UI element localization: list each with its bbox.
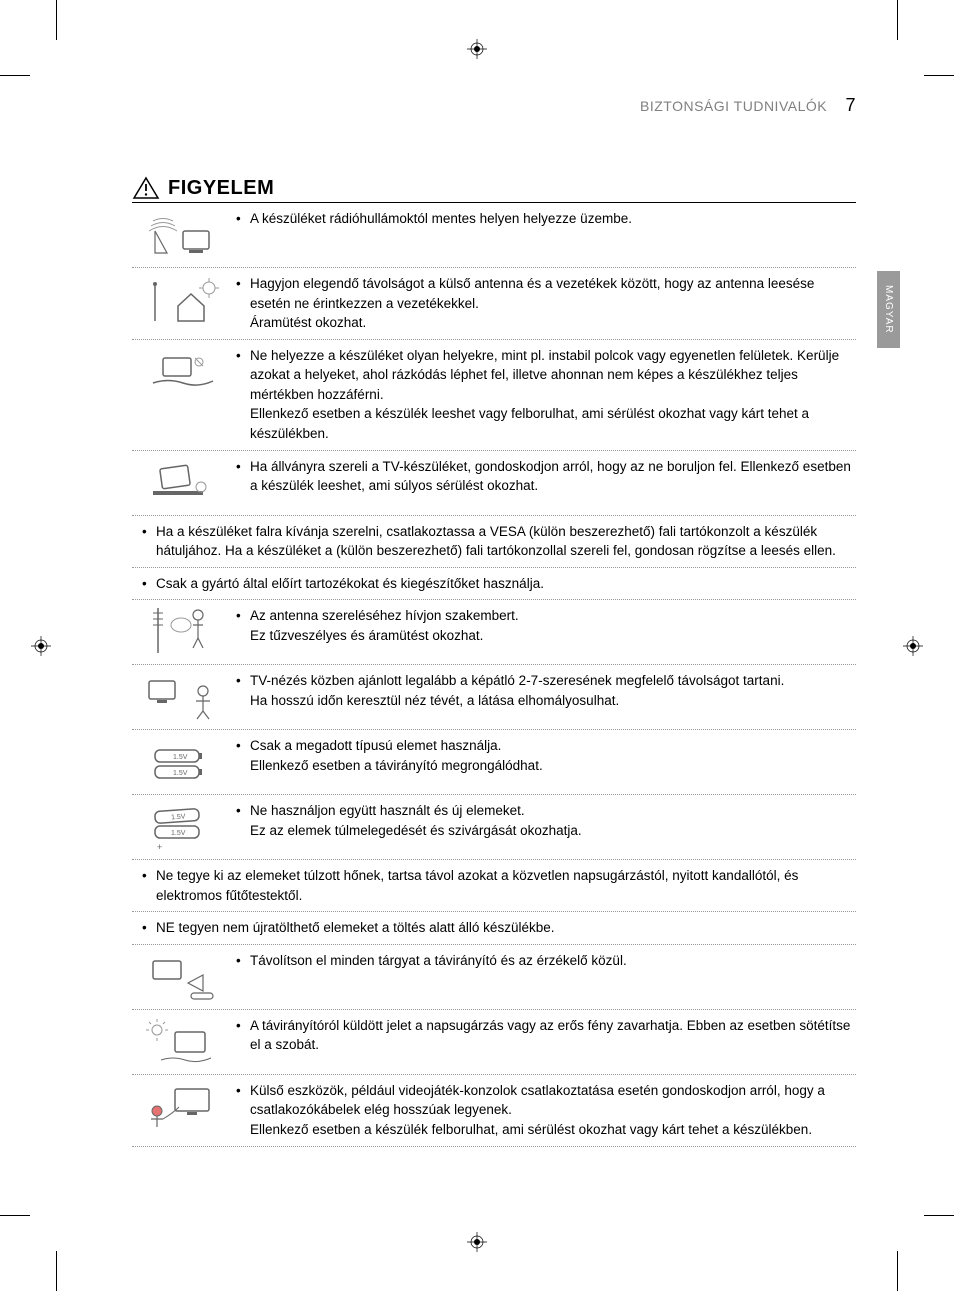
safety-row: A készüléket rádióhullámoktól mentes hel… (132, 203, 856, 268)
warning-heading: FIGYELEM (132, 176, 856, 203)
safety-illustration-icon (132, 209, 232, 261)
safety-illustration-icon: 1.5V 1.5V (132, 736, 232, 788)
safety-row-full: Ha a készüléket falra kívánja szerelni, … (132, 516, 856, 568)
safety-illustration-icon (132, 274, 232, 326)
section-title: BIZTONSÁGI TUDNIVALÓK (640, 98, 827, 114)
registration-mark-icon (467, 1232, 487, 1252)
warning-triangle-icon (132, 176, 160, 200)
svg-text:+: + (157, 842, 162, 852)
page-header: BIZTONSÁGI TUDNIVALÓK 7 (132, 95, 856, 116)
registration-mark-icon (31, 636, 51, 656)
safety-row: A távirányítóról küldött jelet a napsugá… (132, 1010, 856, 1075)
safety-illustration-icon (132, 671, 232, 723)
safety-row-full: Csak a gyártó által előírt tartozékokat … (132, 568, 856, 601)
svg-text:1.5V: 1.5V (173, 754, 188, 761)
safety-item-text: Ne használjon együtt használt és új elem… (236, 801, 856, 840)
safety-row-full: NE tegyen nem újratölthető elemeket a tö… (132, 912, 856, 945)
safety-row: Az antenna szereléséhez hívjon szakember… (132, 600, 856, 665)
safety-illustration-icon (132, 1081, 232, 1133)
safety-illustration-icon (132, 606, 232, 658)
safety-item-text: Csak a megadott típusú elemet használja.… (236, 736, 856, 775)
registration-mark-icon (903, 636, 923, 656)
safety-item-text: Ha a készüléket falra kívánja szerelni, … (142, 522, 856, 561)
safety-text: Ha állványra szereli a TV-készüléket, go… (232, 457, 856, 496)
safety-text: Az antenna szereléséhez hívjon szakember… (232, 606, 856, 645)
safety-text: Külső eszközök, például videojáték-konzo… (232, 1081, 856, 1140)
safety-text: Csak a megadott típusú elemet használja.… (232, 736, 856, 775)
safety-row: 1.5V 1.5V Csak a megadott típusú elemet ha… (132, 730, 856, 795)
safety-row: Hagyjon elegendő távolságot a külső ante… (132, 268, 856, 340)
safety-item-text: Ne helyezze a készüléket olyan helyekre,… (236, 346, 856, 444)
svg-text:1.5V: 1.5V (171, 814, 186, 822)
safety-item-text: Külső eszközök, például videojáték-konzo… (236, 1081, 856, 1140)
page-number: 7 (845, 95, 856, 115)
safety-illustration-icon (132, 951, 232, 1003)
safety-illustration-icon (132, 1016, 232, 1068)
safety-row: TV-nézés közben ajánlott legalább a képá… (132, 665, 856, 730)
safety-text: A távirányítóról küldött jelet a napsugá… (232, 1016, 856, 1055)
safety-text: Ne használjon együtt használt és új elem… (232, 801, 856, 840)
safety-text: TV-nézés közben ajánlott legalább a képá… (232, 671, 856, 710)
safety-row: 1.5V 1.5V + Ne használjon együtt használt é… (132, 795, 856, 860)
safety-item-text: Ha állványra szereli a TV-készüléket, go… (236, 457, 856, 496)
safety-row: Ha állványra szereli a TV-készüléket, go… (132, 451, 856, 516)
safety-row-full: Ne tegye ki az elemeket túlzott hőnek, t… (132, 860, 856, 912)
safety-text: Távolítson el minden tárgyat a távirányí… (232, 951, 856, 971)
safety-item-text: Csak a gyártó által előírt tartozékokat … (142, 574, 856, 594)
safety-text: Hagyjon elegendő távolságot a külső ante… (232, 274, 856, 333)
safety-row: Távolítson el minden tárgyat a távirányí… (132, 945, 856, 1010)
language-tab: MAGYAR (877, 271, 900, 348)
safety-row: Ne helyezze a készüléket olyan helyekre,… (132, 340, 856, 451)
registration-mark-icon (467, 39, 487, 59)
safety-item-text: Ne tegye ki az elemeket túlzott hőnek, t… (142, 866, 856, 905)
safety-item-text: NE tegyen nem újratölthető elemeket a tö… (142, 918, 856, 938)
safety-illustration-icon: 1.5V 1.5V + (132, 801, 232, 853)
safety-text: Ne helyezze a készüléket olyan helyekre,… (232, 346, 856, 444)
safety-item-text: Hagyjon elegendő távolságot a külső ante… (236, 274, 856, 333)
safety-illustration-icon (132, 346, 232, 398)
safety-item-text: Távolítson el minden tárgyat a távirányí… (236, 951, 856, 971)
safety-item-text: A készüléket rádióhullámoktól mentes hel… (236, 209, 856, 229)
warning-heading-text: FIGYELEM (168, 177, 274, 200)
safety-item-text: A távirányítóról küldött jelet a napsugá… (236, 1016, 856, 1055)
svg-text:1.5V: 1.5V (171, 830, 186, 837)
safety-illustration-icon (132, 457, 232, 509)
svg-text:1.5V: 1.5V (173, 770, 188, 777)
safety-item-text: TV-nézés közben ajánlott legalább a képá… (236, 671, 856, 710)
safety-item-text: Az antenna szereléséhez hívjon szakember… (236, 606, 856, 645)
safety-text: A készüléket rádióhullámoktól mentes hel… (232, 209, 856, 229)
safety-row: Külső eszközök, például videojáték-konzo… (132, 1075, 856, 1147)
